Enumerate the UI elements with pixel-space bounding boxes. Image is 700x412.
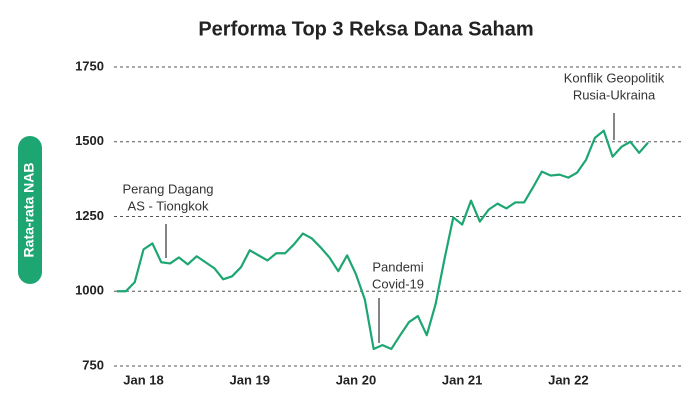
x-tick-label: Jan 22 [548,372,588,387]
annotation-text: Perang Dagang [122,181,213,196]
annotation-text: Pandemi [372,259,423,274]
y-axis-label: Rata-rata NAB [21,163,37,258]
y-label-pill [18,136,42,284]
annotation-text: Konflik Geopolitik [564,70,665,85]
line-series [117,129,649,351]
x-tick-label: Jan 19 [230,372,270,387]
annotation-text: AS - Tiongkok [128,198,209,213]
x-tick-label: Jan 20 [336,372,376,387]
annotation-text: Covid-19 [372,276,424,291]
x-tick-label: Jan 21 [442,372,482,387]
y-tick-label: 1250 [75,208,104,223]
annotation-text: Rusia-Ukraina [573,87,656,102]
y-tick-label: 750 [82,357,104,372]
x-tick-label: Jan 18 [123,372,163,387]
y-tick-label: 1750 [75,58,104,73]
y-tick-label: 1000 [75,283,104,298]
y-tick-label: 1500 [75,133,104,148]
chart-title: Performa Top 3 Reksa Dana Saham [198,18,533,40]
